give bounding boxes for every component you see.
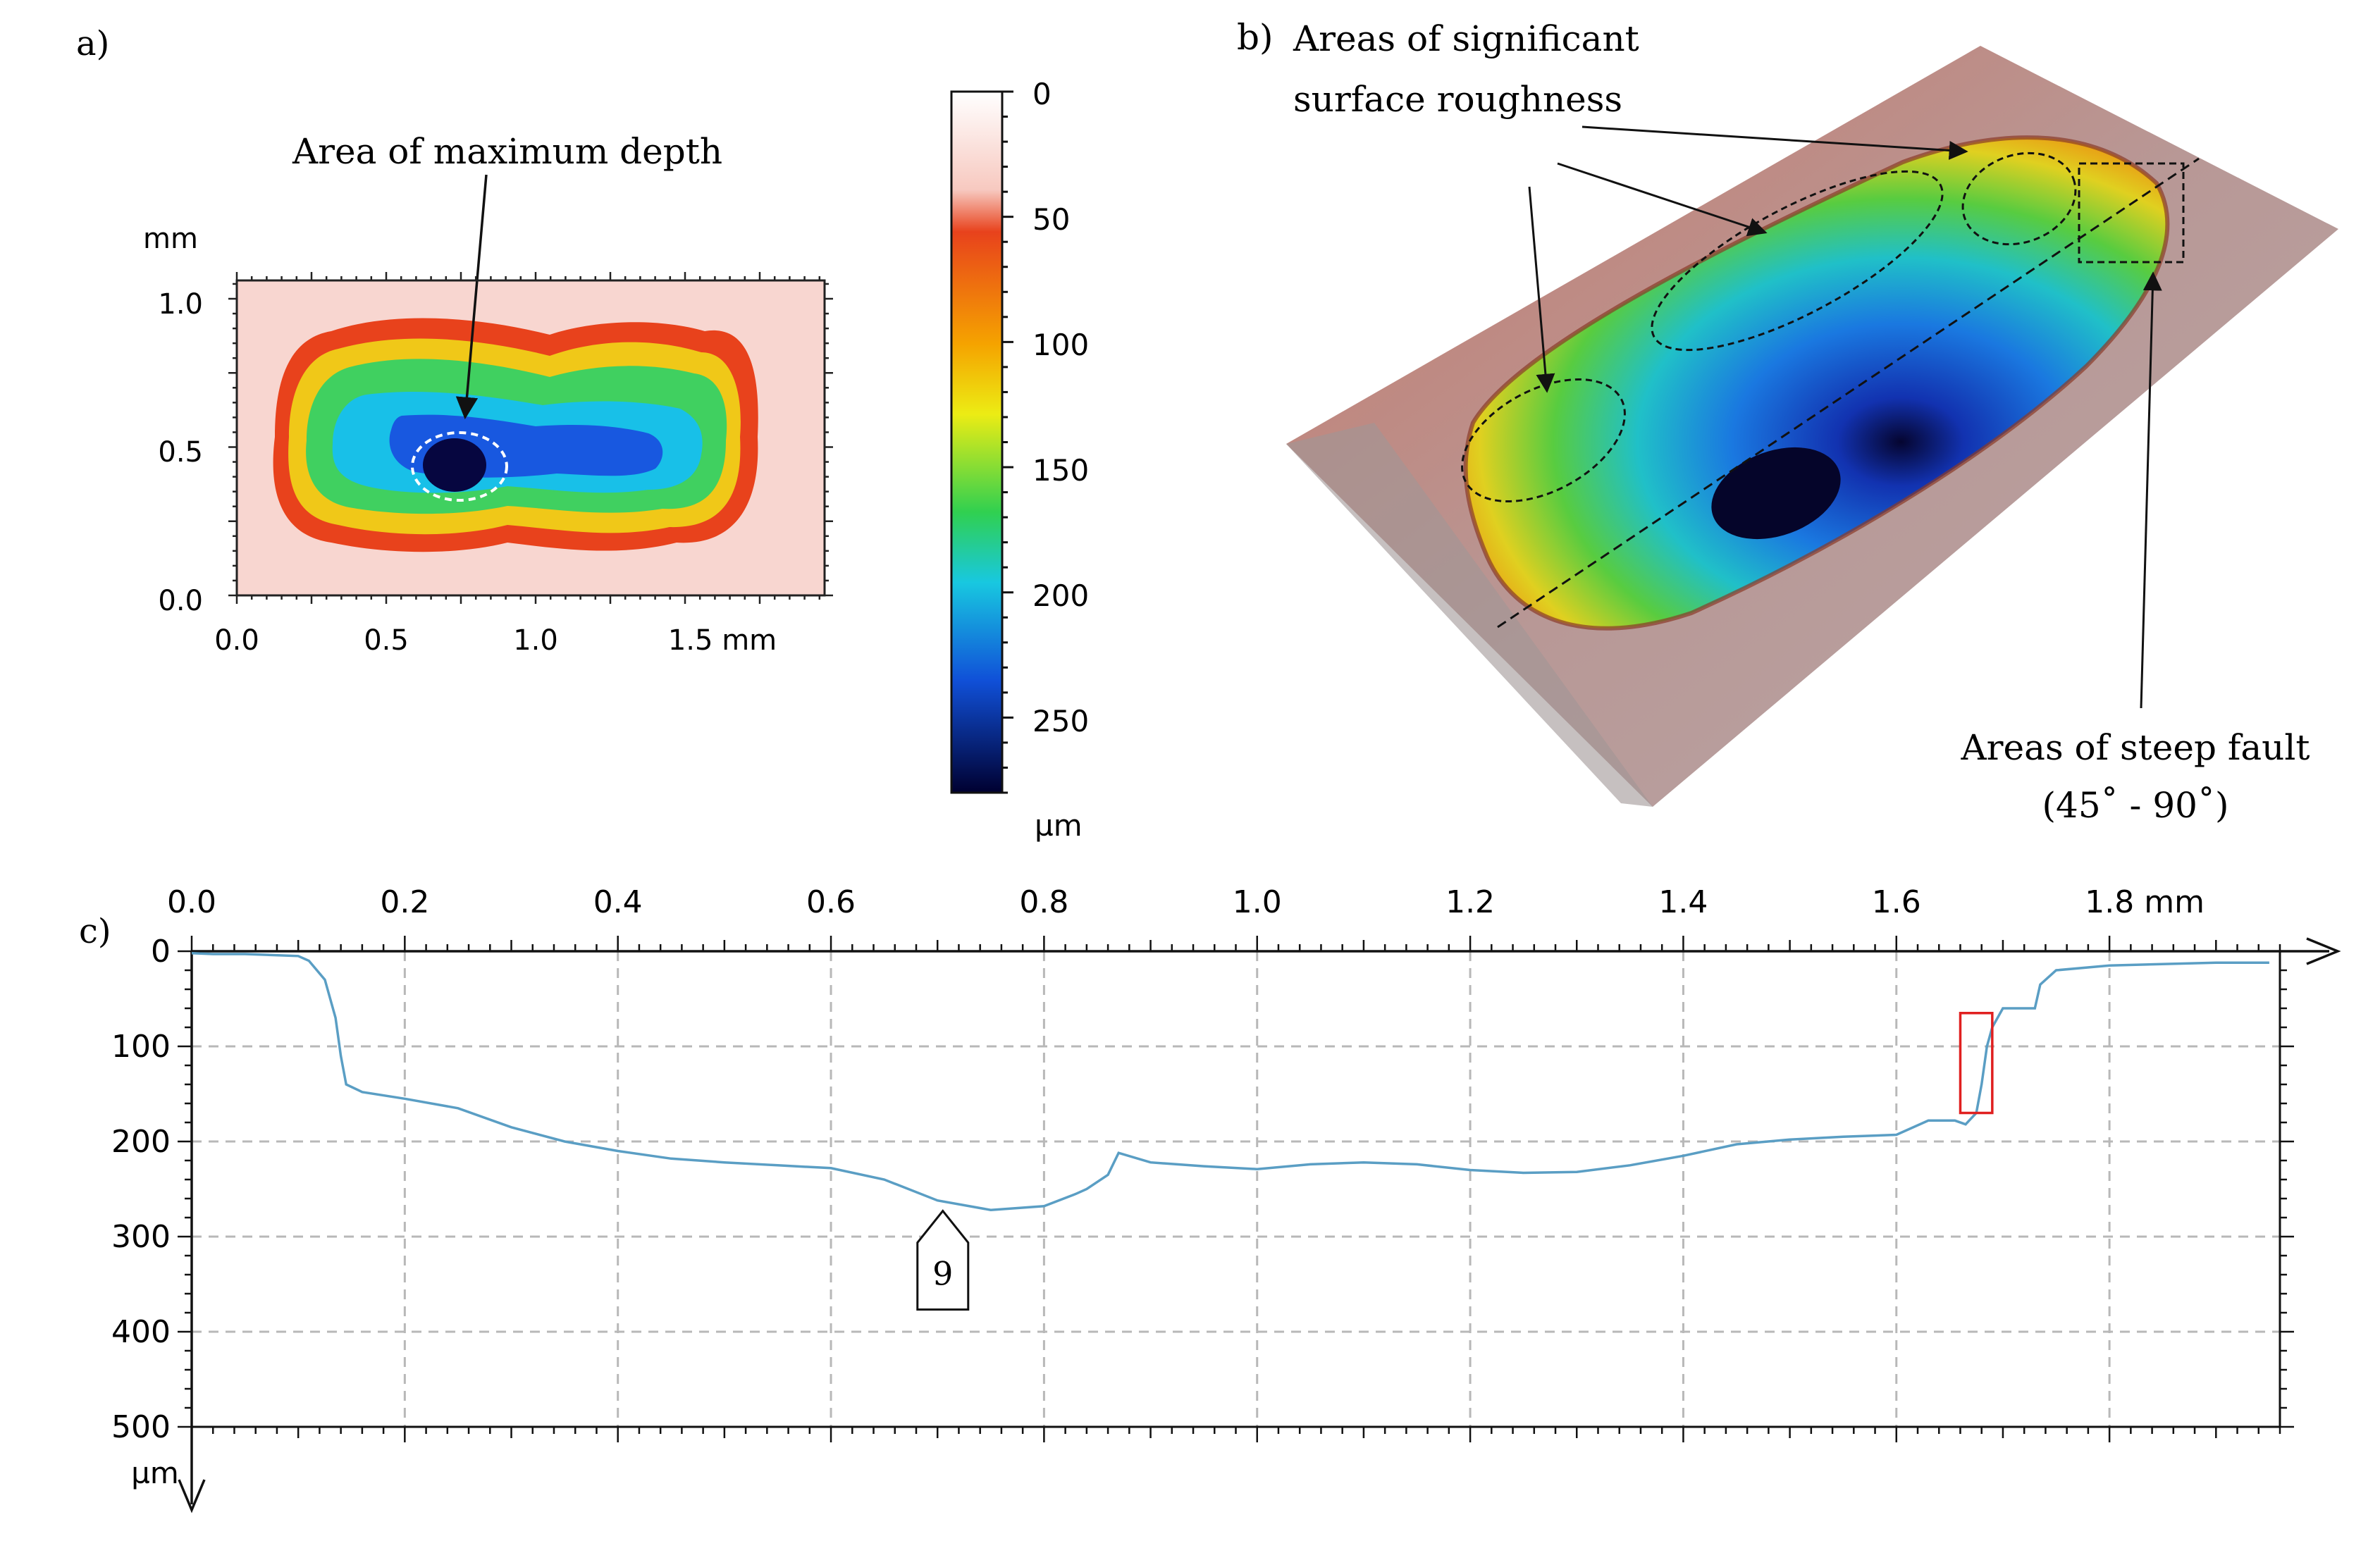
profile-y-tick-labels: 0 100 200 300 400 500 bbox=[111, 934, 171, 1445]
panel-a-x-tick: 0.0 bbox=[214, 624, 259, 657]
steep-fault-highlight-box bbox=[2078, 162, 2185, 264]
profile-y-tick-label: 0 bbox=[151, 934, 171, 970]
colorbar-unit: µm bbox=[1035, 808, 1083, 843]
panel-a-tick-marks bbox=[228, 272, 833, 604]
profile-x-tick-label: 0.4 bbox=[593, 884, 643, 920]
profile-x-axis-arrow bbox=[2306, 937, 2341, 965]
colorbar-tick-label: 250 bbox=[1032, 704, 1089, 738]
surface-3d-render bbox=[1286, 46, 2338, 807]
panel-a-x-tick: 1.0 bbox=[513, 624, 558, 657]
roughness-highlight-ellipse bbox=[1651, 170, 1944, 352]
profile-x-tick-label: 1.0 bbox=[1233, 884, 1282, 920]
panel-a-x-tick: 0.5 bbox=[364, 624, 409, 657]
profile-x-tick-label: 0.2 bbox=[380, 884, 429, 920]
pit-rim bbox=[1463, 135, 2170, 631]
steep-fault-annotation-line1: Areas of steep fault bbox=[1961, 727, 2310, 768]
colorbar-tick-label: 200 bbox=[1032, 578, 1089, 613]
profile-y-tick-label: 200 bbox=[111, 1124, 171, 1160]
profile-y-axis-arrow bbox=[178, 1479, 206, 1514]
steep-fault-arrow bbox=[2140, 271, 2162, 709]
profile-section-line bbox=[1497, 157, 2200, 629]
profile-x-tick-label: 1.8 mm bbox=[2085, 884, 2205, 920]
roughness-arrow bbox=[1528, 186, 1555, 393]
panel-c-label: c) bbox=[79, 912, 111, 951]
panel-a-plot-frame bbox=[235, 279, 826, 597]
max-depth-arrow bbox=[455, 174, 488, 420]
profile-x-tick-label: 1.6 bbox=[1872, 884, 1921, 920]
steep-fault-profile-box bbox=[1959, 1012, 1994, 1115]
profile-line bbox=[191, 951, 2269, 1211]
depth-map-deepest-spot bbox=[423, 438, 486, 492]
profile-x-tick-label: 0.6 bbox=[806, 884, 856, 920]
profile-x-tick-label: 0.8 bbox=[1019, 884, 1068, 920]
panel-a-y-tick: 0.5 bbox=[158, 436, 203, 469]
profile-y-tick-label: 300 bbox=[111, 1219, 171, 1255]
max-depth-highlight-ellipse bbox=[411, 431, 508, 502]
panel-a-label: a) bbox=[76, 24, 109, 63]
max-depth-annotation: Area of maximum depth bbox=[292, 131, 722, 172]
colorbar-tick-label: 50 bbox=[1032, 202, 1070, 237]
profile-minor-ticks bbox=[178, 936, 2294, 1442]
profile-y-tick-label: 500 bbox=[111, 1409, 171, 1445]
panel-a-axes: 0.0 0.5 1.0 1.5 mm 1.0 0.5 0.0 bbox=[158, 272, 833, 657]
max-depth-marker: 9 bbox=[916, 1209, 970, 1311]
profile-x-tick-labels: 0.0 0.2 0.4 0.6 0.8 1.0 1.2 1.4 1.6 1.8 mm bbox=[167, 884, 2205, 920]
max-depth-marker-label: 9 bbox=[932, 1255, 953, 1293]
profile-axes bbox=[178, 937, 2341, 1514]
panel-a-y-tick: 0.0 bbox=[158, 585, 203, 617]
roughness-highlight-ellipse bbox=[1961, 151, 2077, 246]
surface-plate-side-shadow bbox=[1286, 423, 1653, 807]
profile-x-tick-label: 1.4 bbox=[1658, 884, 1708, 920]
colorbar-gradient bbox=[950, 90, 1004, 794]
roughness-arrow bbox=[1581, 125, 1968, 160]
max-depth-marker-shape bbox=[916, 1209, 970, 1311]
profile-y-unit: µm bbox=[131, 1456, 179, 1490]
panel-a-x-tick: 1.5 mm bbox=[668, 624, 777, 657]
colorbar-tick-label: 0 bbox=[1032, 77, 1052, 111]
profile-y-tick-label: 100 bbox=[111, 1029, 171, 1065]
colorbar-tick-label: 100 bbox=[1032, 328, 1089, 362]
profile-chart: 0.0 0.2 0.4 0.6 0.8 1.0 1.2 1.4 1.6 1.8 mm 0 100 20… bbox=[111, 884, 2341, 1514]
profile-x-tick-label: 1.2 bbox=[1445, 884, 1495, 920]
colorbar-tick-marks bbox=[1002, 90, 1013, 794]
panel-a-y-tick: 1.0 bbox=[158, 288, 203, 321]
panel-a-y-unit: mm bbox=[143, 223, 198, 255]
roughness-annotation-line2: surface roughness bbox=[1293, 79, 1622, 120]
pit-deepest-region bbox=[1711, 447, 1841, 540]
profile-y-tick-label: 400 bbox=[111, 1314, 171, 1350]
panel-b-label: b) bbox=[1237, 17, 1274, 58]
profile-grid bbox=[192, 951, 2280, 1427]
roughness-arrow bbox=[1557, 162, 1768, 237]
colorbar-tick-label: 150 bbox=[1032, 453, 1089, 488]
colorbar: 0 50 100 150 200 250 µm bbox=[950, 77, 1089, 843]
roughness-annotation-line1: Areas of significant bbox=[1293, 18, 1639, 59]
profile-x-tick-label: 0.0 bbox=[167, 884, 216, 920]
pit-surface bbox=[1465, 137, 2168, 629]
depth-map bbox=[237, 280, 825, 595]
steep-fault-annotation-line2: (45˚ - 90˚) bbox=[2042, 785, 2229, 826]
